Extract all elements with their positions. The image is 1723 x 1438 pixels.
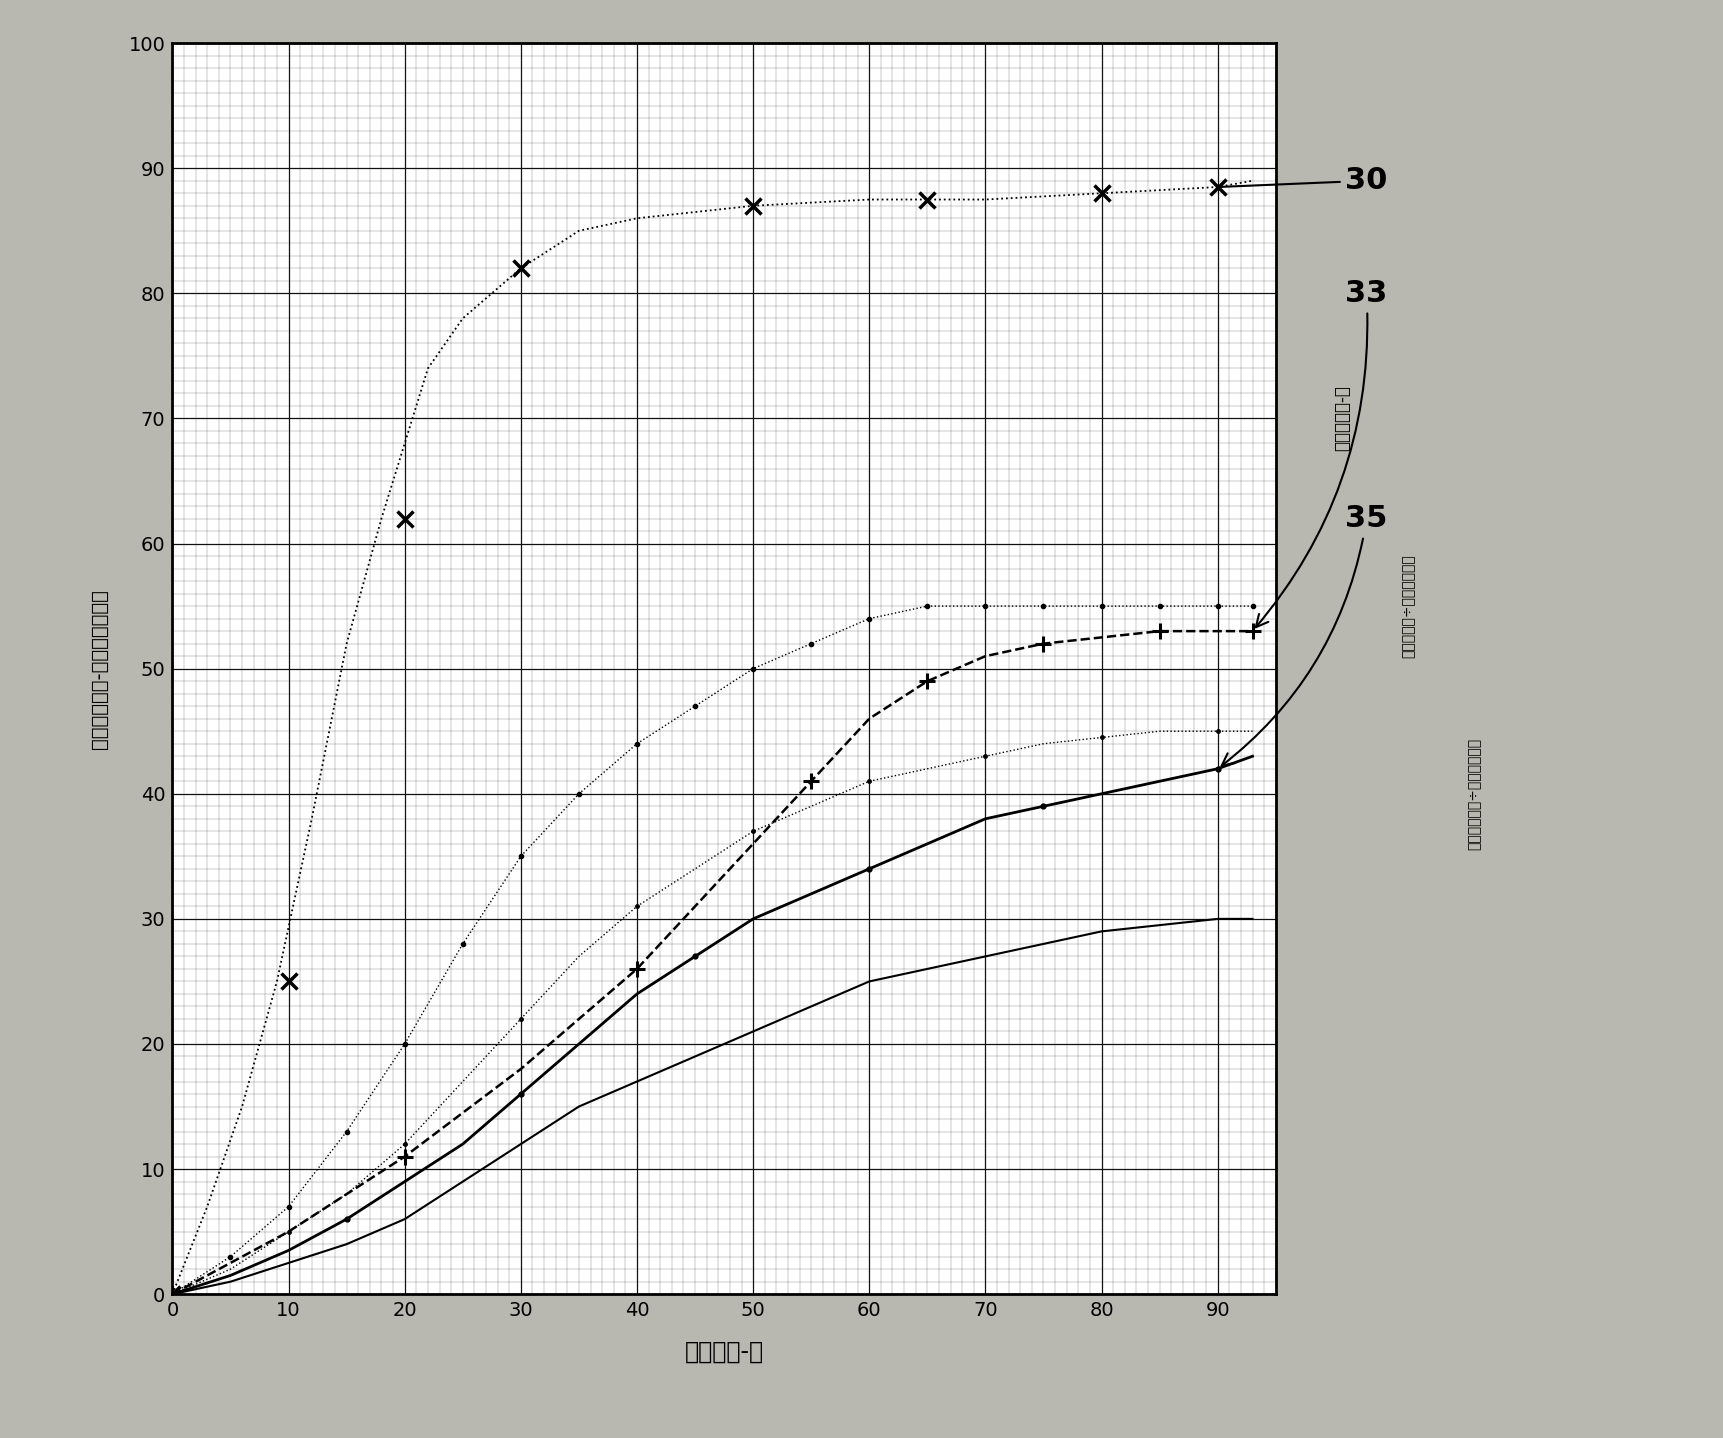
Text: 35: 35 [1222, 505, 1387, 765]
Text: 33: 33 [1254, 279, 1387, 627]
Y-axis label: 荷载尺度读数-最大弯矩百分比: 荷载尺度读数-最大弯矩百分比 [90, 588, 109, 749]
Text: 30: 30 [1220, 167, 1387, 196]
Text: 弯矩，英寸-磅: 弯矩，英寸-磅 [1332, 385, 1351, 452]
X-axis label: 角度变形-度: 角度变形-度 [684, 1340, 763, 1363]
Text: 弯矩＝弯矩÷跨矩（英寸）: 弯矩＝弯矩÷跨矩（英寸） [1401, 554, 1415, 659]
Text: 磅荷载＝弯矩÷跨矩（英寸）: 磅荷载＝弯矩÷跨矩（英寸） [1466, 738, 1480, 850]
